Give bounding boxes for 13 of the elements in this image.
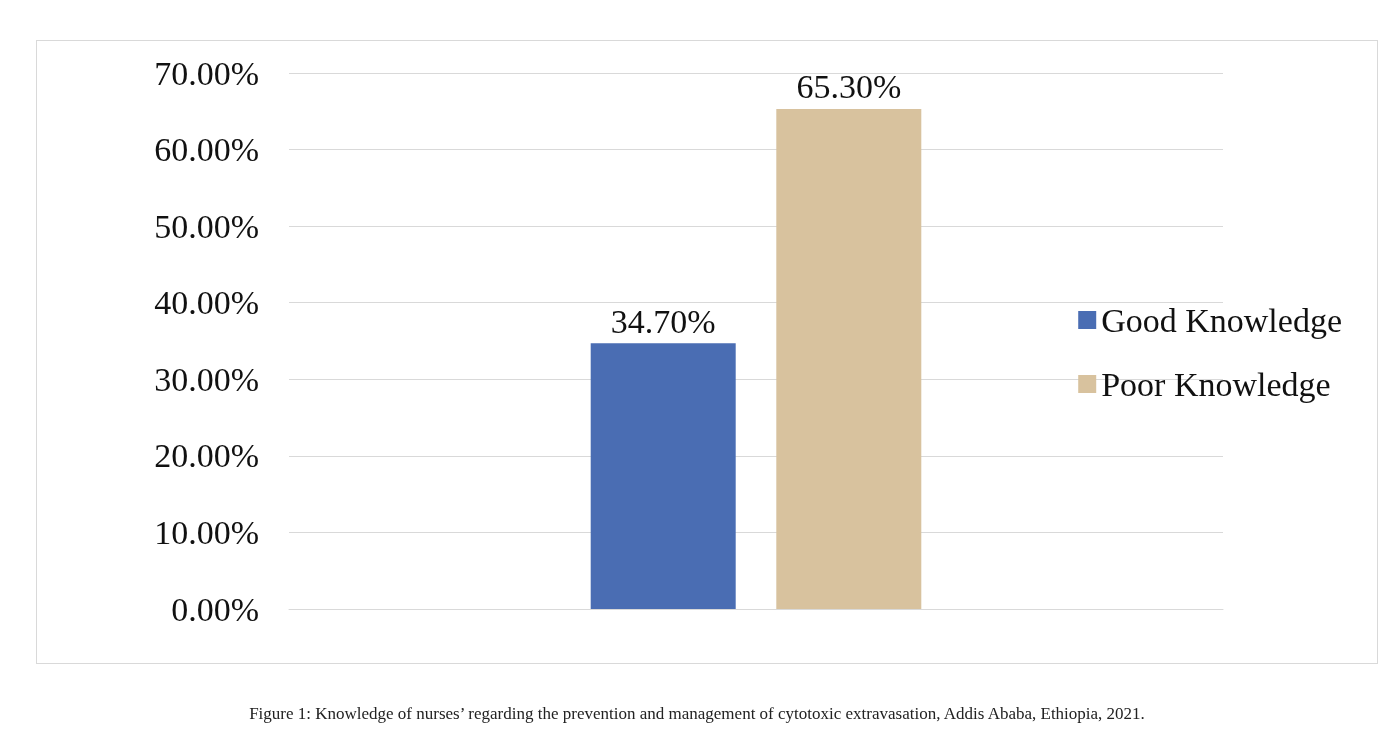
y-tick-label: 40.00% xyxy=(154,284,259,322)
y-tick-label: 30.00% xyxy=(154,360,259,398)
y-tick-label: 50.00% xyxy=(154,207,259,245)
y-tick-label: 20.00% xyxy=(154,437,259,475)
data-label: 34.70% xyxy=(610,302,716,340)
data-label: 65.30% xyxy=(796,68,902,106)
caption: Figure 1: Knowledge of nurses’ regarding the prevention and management of cytotoxic extravasation, Addis Ababa, Ethiopia, 2021. xyxy=(248,704,1146,724)
y-tick-label: 10.00% xyxy=(154,513,259,551)
y-tick-label: 0.00% xyxy=(171,590,259,628)
y-tick-label: 60.00% xyxy=(154,131,259,169)
legend-label: Good Knowledge xyxy=(1101,301,1343,339)
legend-label: Poor Knowledge xyxy=(1101,365,1331,403)
y-tick-label: 70.00% xyxy=(154,54,259,92)
